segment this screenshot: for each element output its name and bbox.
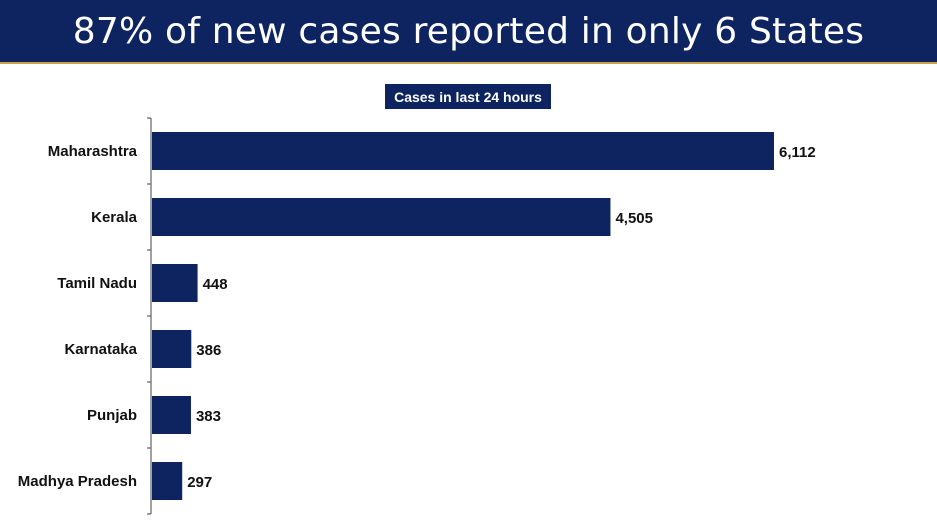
data-label: 297 xyxy=(187,474,212,491)
category-label: Karnataka xyxy=(64,341,137,358)
category-label: Tamil Nadu xyxy=(57,275,137,292)
chart-title: Cases in last 24 hours xyxy=(385,84,551,109)
labels: Maharashtra 6,112 Kerala 4,505 Tamil Nadu 448… xyxy=(18,143,816,491)
title-divider xyxy=(0,62,937,64)
bar-tamil-nadu xyxy=(152,264,198,302)
y-axis xyxy=(147,117,152,515)
data-label: 448 xyxy=(203,276,228,293)
data-label: 383 xyxy=(196,408,221,425)
bar-karnataka xyxy=(152,330,192,368)
category-label: Punjab xyxy=(87,407,137,424)
bars xyxy=(152,132,774,500)
category-label: Madhya Pradesh xyxy=(18,473,137,490)
bar-kerala xyxy=(152,198,611,236)
bar-maharashtra xyxy=(152,132,774,170)
data-label: 4,505 xyxy=(615,210,653,227)
page-title: 87% of new cases reported in only 6 Stat… xyxy=(72,10,865,52)
category-label: Maharashtra xyxy=(48,143,138,160)
bar-madhya-pradesh xyxy=(152,462,183,500)
data-label: 386 xyxy=(196,342,221,359)
data-label: 6,112 xyxy=(779,144,816,161)
category-label: Kerala xyxy=(91,209,138,226)
title-bar: 87% of new cases reported in only 6 Stat… xyxy=(0,0,937,62)
bar-punjab xyxy=(152,396,191,434)
